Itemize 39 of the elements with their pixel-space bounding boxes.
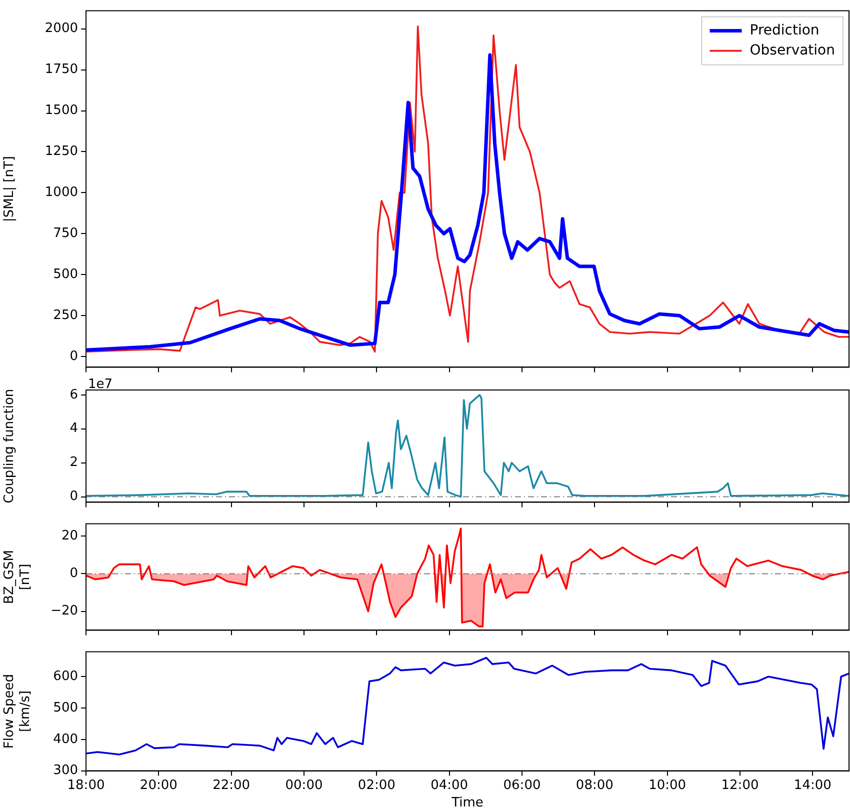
y-axis-title: |SML| [nT] [2,156,18,222]
legend-label: Prediction [750,22,820,38]
x-tick-label: 00:00 [285,778,323,793]
x-tick-label: 02:00 [358,778,396,793]
y-tick-label: 1500 [44,103,78,118]
x-tick-label: 22:00 [212,778,250,793]
legend-label: Observation [750,42,836,58]
x-axis-title: Time [450,796,484,811]
y-tick-label: 600 [53,668,78,684]
annotation: 1e7 [88,376,113,392]
x-tick-label: 10:00 [648,778,686,793]
y-tick-label: 500 [53,266,78,282]
x-tick-label: 20:00 [140,778,178,793]
x-tick-label: 12:00 [721,778,759,793]
y-tick-label: 400 [53,732,78,747]
y-tick-label: 1750 [44,62,78,78]
y-tick-label: −20 [50,604,78,619]
y-tick-label: 250 [53,308,78,323]
x-tick-label: 04:00 [430,778,468,793]
y-tick-label: 1250 [44,144,78,160]
y-tick-label: 20 [61,528,78,544]
y-tick-label: 0 [70,489,78,504]
y-axis-title: BZ_GSM [nT] [2,550,33,604]
y-tick-label: 750 [53,226,78,242]
x-tick-label: 08:00 [576,778,614,793]
y-axis-title: Coupling function [2,388,18,504]
x-tick-label: 14:00 [794,778,832,793]
y-tick-label: 2000 [44,21,78,36]
y-tick-label: 2 [70,455,78,470]
x-tick-label: 06:00 [503,778,541,793]
y-tick-label: 300 [53,763,78,778]
y-tick-label: 1000 [44,185,78,200]
y-tick-label: 6 [70,387,78,402]
y-axis-title: Flow Speed [km/s] [2,674,33,749]
y-tick-label: 500 [53,700,78,716]
y-tick-label: 0 [70,348,78,364]
y-tick-label: 0 [70,566,78,582]
x-tick-label: 18:00 [67,778,105,793]
y-tick-label: 4 [70,421,78,436]
